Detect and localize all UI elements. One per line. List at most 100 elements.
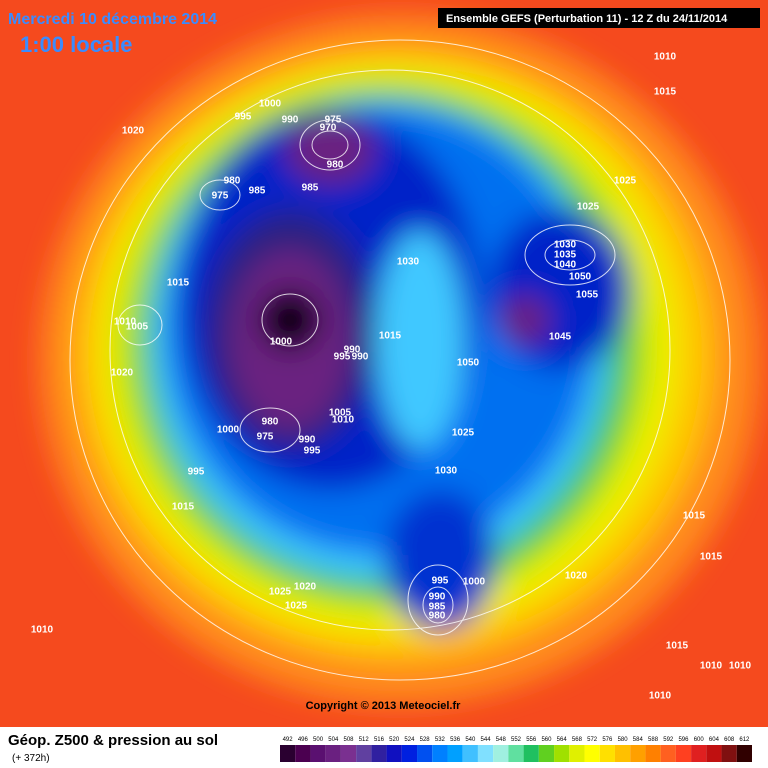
scale-label: 552 xyxy=(511,737,522,743)
map-field xyxy=(0,0,768,727)
isobar-label: 980 xyxy=(224,176,241,187)
scale-swatch xyxy=(371,745,387,762)
scale-swatch xyxy=(280,745,296,762)
isobar-label: 1045 xyxy=(549,332,572,343)
scale-label: 540 xyxy=(465,737,476,743)
scale-swatch xyxy=(325,745,341,762)
scale-label: 612 xyxy=(739,737,750,743)
isobar-label: 985 xyxy=(429,602,446,613)
scale-label: 584 xyxy=(633,737,644,743)
scale-swatch xyxy=(295,745,311,762)
isobar-label: 975 xyxy=(325,115,342,126)
isobar-label: 980 xyxy=(262,417,279,428)
scale-swatch xyxy=(386,745,402,762)
date: Mercredi 10 décembre 2014 xyxy=(8,11,217,28)
scale-swatch xyxy=(736,745,752,762)
footer-title: Géop. Z500 & pression au sol xyxy=(8,732,218,749)
isobar-label: 1030 xyxy=(435,466,458,477)
scale-label: 520 xyxy=(389,737,400,743)
scale-swatch xyxy=(691,745,707,762)
scale-swatch xyxy=(447,745,463,762)
footer: Géop. Z500 & pression au sol (+ 372h) 49… xyxy=(8,732,752,764)
scale-label: 504 xyxy=(328,737,339,743)
isobar-label: 975 xyxy=(257,432,274,443)
isobar-label: 1010 xyxy=(31,625,54,636)
isobar-label: 980 xyxy=(327,160,344,171)
scale-swatch xyxy=(462,745,478,762)
scale-label: 592 xyxy=(663,737,674,743)
isobar-label: 985 xyxy=(302,183,319,194)
scale-label: 524 xyxy=(404,737,415,743)
footer-lead: (+ 372h) xyxy=(12,753,50,764)
isobar-label: 995 xyxy=(235,112,252,123)
isobar-label: 1020 xyxy=(111,368,134,379)
isobar-label: 995 xyxy=(334,352,351,363)
isobar-label: 1030 xyxy=(554,240,577,251)
scale-label: 528 xyxy=(420,737,431,743)
run-box xyxy=(438,8,760,28)
isobar-label: 995 xyxy=(432,576,449,587)
isobar-label: 1000 xyxy=(259,99,282,110)
isobar-label: 1035 xyxy=(554,250,577,261)
isobar-label: 1025 xyxy=(285,601,308,612)
isobar-label: 990 xyxy=(352,352,369,363)
scale-label: 492 xyxy=(283,737,294,743)
isobar-label: 1020 xyxy=(565,571,588,582)
scale-swatch xyxy=(645,745,661,762)
scale-swatch xyxy=(310,745,326,762)
time: 1:00 locale xyxy=(20,32,133,57)
scale-label: 560 xyxy=(541,737,552,743)
scale-label: 516 xyxy=(374,737,385,743)
scale-label: 576 xyxy=(602,737,613,743)
scale-swatch xyxy=(675,745,692,762)
scale-label: 556 xyxy=(526,737,537,743)
isobar-label: 1015 xyxy=(172,502,195,513)
scale-label: 600 xyxy=(694,737,705,743)
scale-swatch xyxy=(721,745,737,762)
scale-label: 596 xyxy=(678,737,689,743)
isobar-label: 980 xyxy=(429,611,446,622)
isobar-label: 1010 xyxy=(700,661,723,672)
isobar-label: 1015 xyxy=(167,278,190,289)
scale-label: 548 xyxy=(496,737,507,743)
isobar-label: 1025 xyxy=(614,176,637,187)
scale-swatch xyxy=(356,745,372,762)
isobar-label: 1025 xyxy=(452,428,475,439)
scale-swatch xyxy=(584,745,600,762)
isobar-label: 1015 xyxy=(379,331,402,342)
scale-label: 536 xyxy=(450,737,461,743)
scale-label: 496 xyxy=(298,737,309,743)
isobar-label: 1005 xyxy=(126,322,149,333)
isobar-label: 1015 xyxy=(666,641,689,652)
isobar-label: 990 xyxy=(299,435,316,446)
scale-swatch xyxy=(630,745,646,762)
isobar-label: 1030 xyxy=(397,257,420,268)
scale-label: 564 xyxy=(557,737,568,743)
isobar-label: 1000 xyxy=(217,425,240,436)
isobar-label: 975 xyxy=(212,191,229,202)
scale-swatch xyxy=(554,745,570,762)
scale-label: 544 xyxy=(481,737,492,743)
scale-label: 532 xyxy=(435,737,446,743)
scale-label: 508 xyxy=(344,737,355,743)
scale-swatch xyxy=(340,745,357,762)
isobar-label: 1010 xyxy=(114,317,137,328)
scale-label: 604 xyxy=(709,737,720,743)
isobar-label: 1015 xyxy=(683,511,706,522)
isobar-label: 990 xyxy=(344,345,361,356)
scale-swatch xyxy=(401,745,418,762)
isobar-label: 970 xyxy=(320,123,337,134)
scale-label: 568 xyxy=(572,737,583,743)
copyright: Copyright © 2013 Meteociel.fr xyxy=(306,700,462,712)
scale-swatch xyxy=(493,745,509,762)
isobar-label: 1010 xyxy=(332,415,355,426)
isobar-label: 1050 xyxy=(457,358,480,369)
isobar-label: 1015 xyxy=(654,87,677,98)
isobar-label: 1025 xyxy=(269,587,292,598)
isobar-label: 1000 xyxy=(463,577,486,588)
isobar-label: 1020 xyxy=(294,582,317,593)
scale-label: 512 xyxy=(359,737,370,743)
isobar-label: 1010 xyxy=(729,661,752,672)
isobar-label: 1010 xyxy=(649,691,672,702)
